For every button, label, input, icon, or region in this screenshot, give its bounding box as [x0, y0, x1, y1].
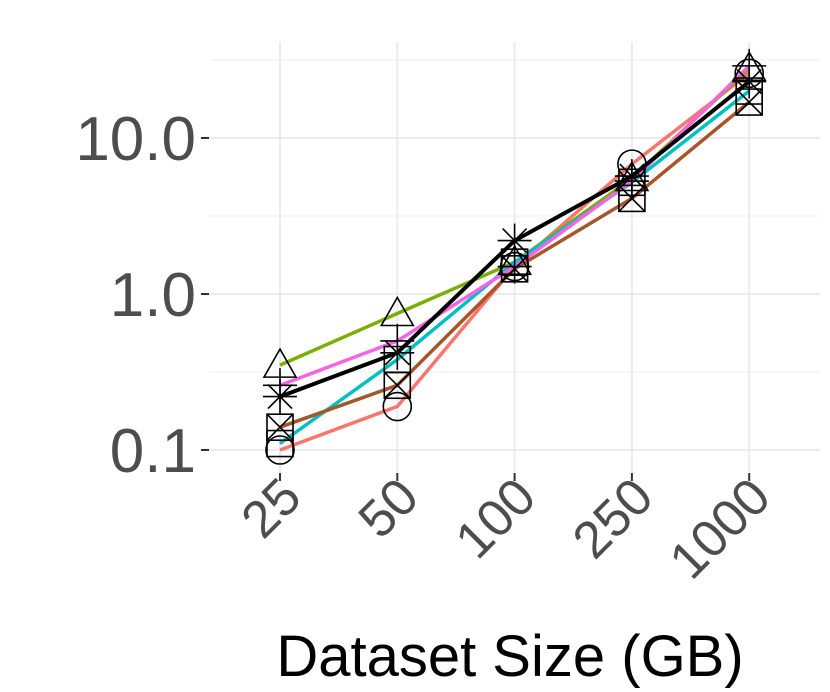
- x-tick-label: 100: [445, 467, 547, 569]
- x-tick-label: 25: [231, 467, 313, 549]
- marker-box-diag: [266, 413, 294, 441]
- data-point: [614, 159, 649, 194]
- marker-circle: [265, 435, 295, 465]
- y-tick-label: 1.0: [110, 261, 196, 330]
- data-point: [266, 429, 294, 458]
- data-point: [618, 184, 646, 213]
- data-point: [266, 413, 294, 442]
- data-point: [382, 391, 413, 422]
- x-axis-title: Dataset Size (GB): [276, 624, 743, 689]
- data-point: [732, 64, 767, 99]
- x-tick-label: 50: [348, 467, 430, 549]
- data-point: [383, 371, 412, 400]
- marker-box: [383, 371, 412, 400]
- data-point: [263, 379, 297, 414]
- data-point: [380, 335, 415, 370]
- marker-box: [266, 413, 294, 442]
- y-tick-label: 0.1: [110, 417, 196, 486]
- x-tick-label: 250: [562, 467, 664, 569]
- data-point: [265, 435, 295, 465]
- grid: [210, 42, 820, 472]
- marker-square: [266, 429, 294, 458]
- x-tick-label: 1000: [659, 467, 782, 590]
- marker-box-diag: [735, 88, 763, 116]
- y-tick-label: 10.0: [75, 105, 196, 174]
- marker-box-diag: [383, 371, 411, 399]
- data-point: [497, 223, 532, 258]
- marker-circle: [382, 391, 413, 422]
- marker-box-diag: [618, 184, 646, 212]
- markers: [262, 48, 767, 465]
